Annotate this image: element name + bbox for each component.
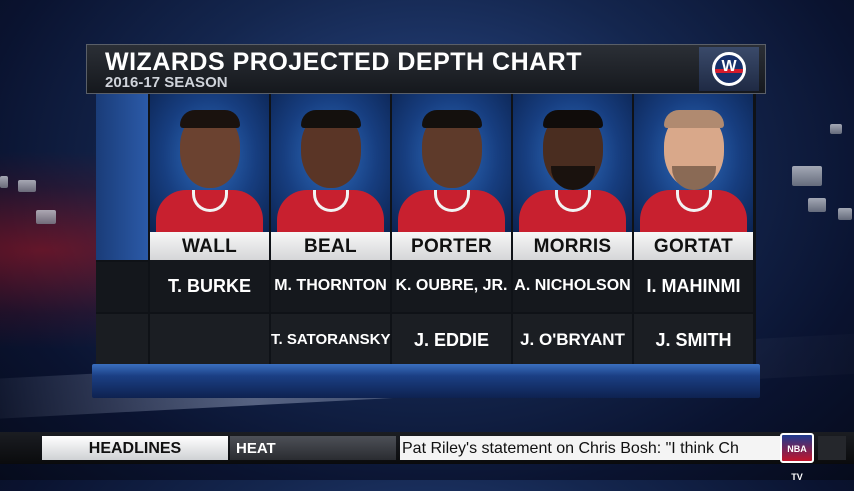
second-string-player: I. MAHINMI — [634, 260, 753, 312]
third-string-row-marker — [96, 314, 148, 364]
second-string-player: T. BURKE — [150, 260, 269, 312]
depth-chart-column: BEAL M. THORNTON T. SATORANSKY — [271, 94, 390, 366]
player-photo — [634, 94, 753, 232]
ticker-end-cap — [818, 436, 846, 460]
player-hair — [664, 110, 724, 128]
jersey-collar — [676, 190, 712, 212]
starter-name: MORRIS — [513, 232, 632, 260]
starter-name: GORTAT — [634, 232, 753, 260]
third-string-player: T. SATORANSKY — [271, 314, 390, 366]
background-cube — [808, 198, 826, 212]
jersey-collar — [192, 190, 228, 212]
jersey-collar — [313, 190, 349, 212]
second-string-player: A. NICHOLSON — [513, 260, 632, 312]
starter-row-marker — [96, 94, 148, 260]
background-cube — [792, 166, 822, 186]
ticker-section-label: HEADLINES — [42, 436, 228, 460]
player-hair — [422, 110, 482, 128]
jersey-collar — [555, 190, 591, 212]
ticker-topic-label: HEAT — [230, 436, 396, 460]
starter-name: BEAL — [271, 232, 390, 260]
third-string-player: J. O'BRYANT — [513, 314, 632, 366]
wizards-logo-icon — [699, 47, 759, 91]
second-string-player: M. THORNTON — [271, 260, 390, 312]
player-photo — [392, 94, 511, 232]
page-subtitle: 2016-17 SEASON — [105, 74, 228, 91]
depth-chart-column: GORTAT I. MAHINMI J. SMITH — [634, 94, 753, 366]
background-cube — [838, 208, 852, 220]
third-string-player: J. EDDIE — [392, 314, 511, 366]
graphic-header: WIZARDS PROJECTED DEPTH CHART 2016-17 SE… — [86, 44, 766, 94]
starter-name: WALL — [150, 232, 269, 260]
page-title: WIZARDS PROJECTED DEPTH CHART — [105, 48, 583, 76]
ticker-headline-text: Pat Riley's statement on Chris Bosh: "I … — [400, 436, 780, 460]
background-cube — [830, 124, 842, 134]
player-hair — [543, 110, 603, 128]
background-cube — [0, 176, 8, 188]
third-string-player — [150, 314, 269, 366]
nba-tv-logo-icon: NBA TV — [780, 433, 814, 482]
player-photo — [513, 94, 632, 232]
depth-chart-footer-bar — [92, 364, 760, 398]
third-string-player: J. SMITH — [634, 314, 753, 366]
depth-chart-column: WALL T. BURKE — [150, 94, 269, 366]
depth-chart-column: MORRIS A. NICHOLSON J. O'BRYANT — [513, 94, 632, 366]
player-hair — [301, 110, 361, 128]
player-hair — [180, 110, 240, 128]
background-cube — [36, 210, 56, 224]
starter-name: PORTER — [392, 232, 511, 260]
player-beard — [672, 166, 716, 190]
player-photo — [150, 94, 269, 232]
player-beard — [551, 166, 595, 190]
background-cube — [18, 180, 36, 192]
depth-chart-column: PORTER K. OUBRE, JR. J. EDDIE — [392, 94, 511, 366]
depth-chart-panel: WALL T. BURKE BEAL M. THORNTON T. SATORANSKY… — [96, 94, 756, 366]
depth-chart-row-labels — [96, 94, 148, 364]
jersey-collar — [434, 190, 470, 212]
wizards-logo-icon — [712, 52, 746, 86]
second-string-row-marker — [96, 262, 148, 312]
player-photo — [271, 94, 390, 232]
second-string-player: K. OUBRE, JR. — [392, 260, 511, 312]
